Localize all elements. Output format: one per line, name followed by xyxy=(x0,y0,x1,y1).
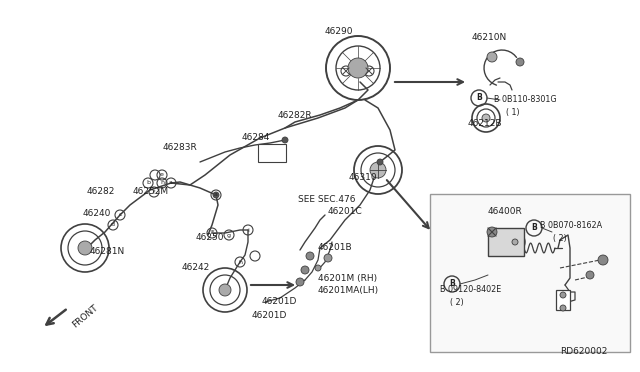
Circle shape xyxy=(296,278,304,286)
Circle shape xyxy=(487,227,497,237)
Text: f: f xyxy=(153,189,155,195)
Text: 46282: 46282 xyxy=(87,186,115,196)
Text: B 0B070-8162A: B 0B070-8162A xyxy=(540,221,602,231)
Text: RD620002: RD620002 xyxy=(560,347,607,356)
Text: i: i xyxy=(247,228,249,232)
Bar xyxy=(556,290,570,310)
Text: 46250: 46250 xyxy=(196,234,225,243)
Text: 46240: 46240 xyxy=(83,209,111,218)
Text: b: b xyxy=(146,180,150,186)
Text: 46281N: 46281N xyxy=(90,247,125,256)
Circle shape xyxy=(482,114,490,122)
Text: 46201M (RH): 46201M (RH) xyxy=(318,273,377,282)
Text: B: B xyxy=(449,279,455,289)
Text: ( 2): ( 2) xyxy=(553,234,567,243)
Circle shape xyxy=(306,252,314,260)
Bar xyxy=(488,228,524,256)
Circle shape xyxy=(370,162,386,178)
Text: ( 1): ( 1) xyxy=(506,108,520,116)
Text: e: e xyxy=(160,173,164,177)
Text: 46242: 46242 xyxy=(182,263,211,273)
Text: 46210N: 46210N xyxy=(472,33,508,42)
Circle shape xyxy=(487,52,497,62)
Circle shape xyxy=(301,266,309,274)
Text: B: B xyxy=(531,224,537,232)
Text: SEE SEC.476: SEE SEC.476 xyxy=(298,195,355,203)
Text: 46212B: 46212B xyxy=(468,119,502,128)
Circle shape xyxy=(213,192,219,198)
Text: F: F xyxy=(210,231,214,235)
Bar xyxy=(258,144,286,162)
Text: c: c xyxy=(118,212,122,218)
Text: 46252M: 46252M xyxy=(133,186,169,196)
Text: 46400R: 46400R xyxy=(488,208,523,217)
Text: 46201B: 46201B xyxy=(318,244,353,253)
Text: a: a xyxy=(214,192,218,198)
Text: n: n xyxy=(160,180,164,186)
Text: a: a xyxy=(169,180,173,186)
Text: B 0B110-8301G: B 0B110-8301G xyxy=(494,96,557,105)
Text: d: d xyxy=(111,222,115,228)
Bar xyxy=(430,194,630,352)
Text: 46290: 46290 xyxy=(325,28,353,36)
Text: B: B xyxy=(476,93,482,103)
Text: B 09120-8402E: B 09120-8402E xyxy=(440,285,501,295)
Text: ( 2): ( 2) xyxy=(450,298,464,307)
Text: h: h xyxy=(238,260,242,264)
Text: 46283R: 46283R xyxy=(163,144,198,153)
Circle shape xyxy=(516,58,524,66)
Circle shape xyxy=(586,271,594,279)
Text: 46201D: 46201D xyxy=(252,311,287,321)
Circle shape xyxy=(512,239,518,245)
Circle shape xyxy=(560,305,566,311)
Circle shape xyxy=(315,265,321,271)
Text: 46310: 46310 xyxy=(349,173,378,183)
Text: 46201D: 46201D xyxy=(262,298,298,307)
Text: g: g xyxy=(227,232,231,237)
Text: 46284: 46284 xyxy=(242,134,270,142)
Circle shape xyxy=(560,292,566,298)
Circle shape xyxy=(282,137,288,143)
Circle shape xyxy=(598,255,608,265)
Circle shape xyxy=(377,159,383,165)
Text: 46201MA(LH): 46201MA(LH) xyxy=(318,285,379,295)
Circle shape xyxy=(219,284,231,296)
Circle shape xyxy=(324,254,332,262)
Text: 46201C: 46201C xyxy=(328,208,363,217)
Circle shape xyxy=(78,241,92,255)
Text: 46282R: 46282R xyxy=(278,112,312,121)
Circle shape xyxy=(348,58,368,78)
Text: FRONT: FRONT xyxy=(71,303,100,329)
